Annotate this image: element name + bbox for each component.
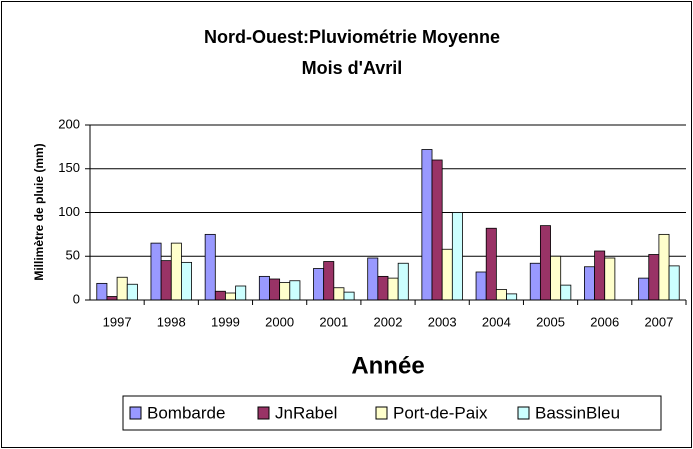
y-axis-label: Millimètre de pluie (mm): [32, 143, 46, 280]
y-tick-label: 200: [58, 116, 80, 131]
bar: [441, 248, 453, 301]
bar: [560, 284, 572, 301]
legend-label: Port-de-Paix: [393, 403, 488, 422]
bar: [170, 242, 182, 301]
bar: [485, 227, 497, 301]
legend-label: JnRabel: [275, 403, 337, 422]
bar: [668, 265, 680, 301]
y-tick-label: 50: [66, 248, 80, 263]
bar: [550, 255, 562, 301]
x-tick-label: 1998: [157, 314, 186, 329]
bar: [377, 275, 389, 301]
x-tick-label: 2003: [428, 314, 457, 329]
bar: [116, 276, 128, 301]
bar: [638, 277, 650, 301]
bar: [235, 285, 247, 301]
bar: [279, 282, 291, 301]
x-axis-label: Année: [351, 352, 424, 379]
bar: [126, 283, 138, 301]
x-tick-label: 2006: [590, 314, 619, 329]
legend-box: [122, 395, 662, 431]
legend-label: Bombarde: [147, 403, 225, 422]
bar: [106, 296, 118, 301]
legend-swatch: [129, 406, 142, 420]
legend-swatch: [517, 406, 530, 420]
bar: [367, 257, 379, 301]
bar: [333, 287, 345, 301]
bar: [648, 254, 660, 301]
bar: [214, 290, 226, 301]
bar: [225, 292, 237, 301]
bar: [397, 262, 409, 301]
legend-swatch: [257, 406, 270, 420]
x-tick-label: 2004: [482, 314, 511, 329]
y-tick-label: 150: [58, 160, 80, 175]
bar: [289, 280, 301, 301]
x-tick-label: 1999: [211, 314, 240, 329]
bar: [160, 260, 172, 301]
bar: [604, 257, 616, 301]
bar: [594, 250, 606, 301]
chart-title: Nord-Ouest:Pluviométrie Moyenne: [204, 27, 500, 47]
bar: [387, 277, 399, 301]
bar: [269, 278, 281, 301]
x-tick-label: 1997: [103, 314, 132, 329]
x-tick-label: 2007: [644, 314, 673, 329]
legend-swatch: [375, 406, 388, 420]
bar: [343, 291, 355, 301]
bar: [204, 233, 216, 301]
bar: [475, 271, 487, 301]
bar: [258, 275, 270, 301]
bar: [323, 261, 335, 301]
chart-subtitle: Mois d'Avril: [302, 58, 403, 78]
bar: [313, 268, 325, 301]
y-tick-label: 100: [58, 204, 80, 219]
bar: [658, 233, 670, 301]
bar: [495, 289, 507, 301]
y-tick-label: 0: [73, 291, 80, 306]
bar: [539, 225, 551, 301]
x-tick-label: 2002: [374, 314, 403, 329]
bar: [421, 149, 433, 301]
x-tick-label: 2000: [265, 314, 294, 329]
bar: [506, 293, 518, 301]
bar: [451, 212, 463, 301]
bar: [431, 159, 443, 301]
bar: [529, 262, 541, 301]
bar: [181, 261, 192, 301]
legend-label: BassinBleu: [535, 403, 620, 422]
bar: [584, 266, 595, 301]
x-tick-label: 2001: [319, 314, 348, 329]
bar: [96, 282, 108, 301]
bar: [150, 242, 162, 301]
x-tick-label: 2005: [536, 314, 565, 329]
